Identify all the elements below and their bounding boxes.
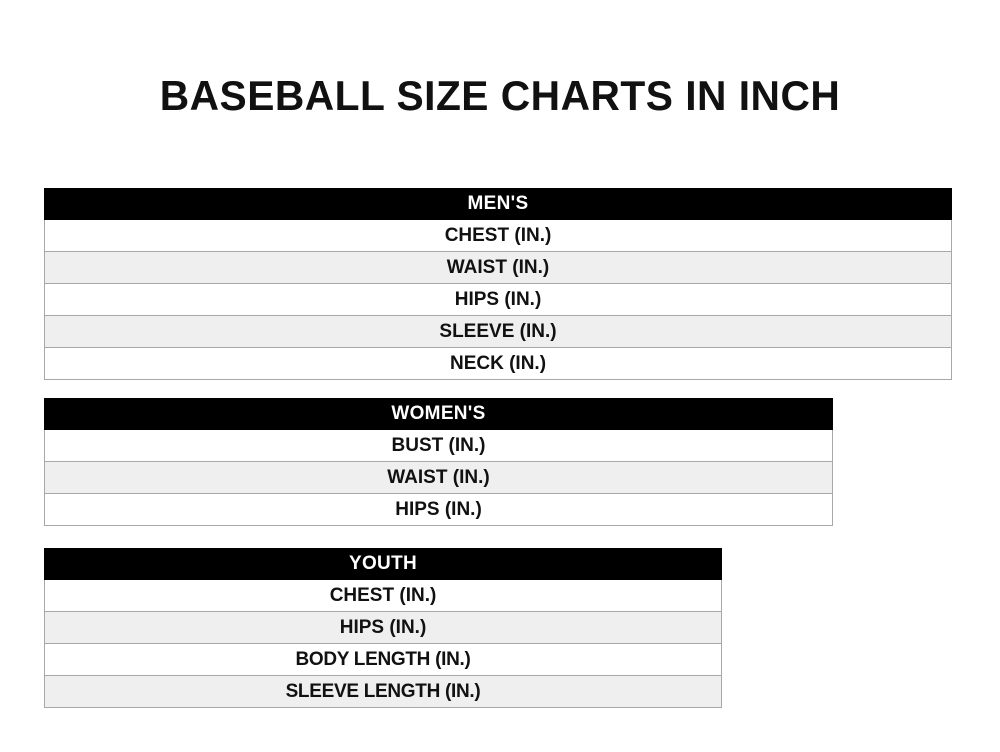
row-label: CHEST (IN.) (44, 219, 952, 252)
table-row: HIPS (IN.)37.5 - 38.539.5 - 40.542 - 434… (44, 493, 833, 526)
youth-table-body: CHEST (IN.)1617.51920.5HIPS (IN.)1617.51… (44, 579, 722, 708)
table-row: HIPS (IN.)34 - 3638 - 4042 - 4446 - 4850… (44, 283, 952, 316)
table-row: HIPS (IN.)1617.51920.5 (44, 611, 722, 644)
mens-size-table: MEN'SSMLXL2XL3XL CHEST (IN.)34 - 3638 - … (44, 188, 952, 380)
row-label: HIPS (IN.) (44, 283, 952, 316)
row-label: WAIST (IN.) (44, 251, 952, 284)
table-row: WAIST (IN.)27.5 - 28.529.5 - 30.532 - 33… (44, 461, 833, 494)
row-label: NECK (IN.) (44, 347, 952, 380)
row-label: CHEST (IN.) (44, 579, 722, 612)
mens-table-head: MEN'SSMLXL2XL3XL (44, 188, 952, 220)
table-row: BODY LENGTH (IN.)22.752527.2529.5 (44, 643, 722, 676)
page-title: BASEBALL SIZE CHARTS IN INCH (159, 72, 841, 119)
table-row: NECK (IN.)14 - 14.515 - 15.516 - 16.517 … (44, 347, 952, 380)
mens-header-row: MEN'SSMLXL2XL3XL (44, 188, 952, 220)
womens-table-body: BUST (IN.)34.5 - 35.536.5 - 37.539 - 404… (44, 429, 833, 526)
table-row: BUST (IN.)34.5 - 35.536.5 - 37.539 - 404… (44, 429, 833, 462)
womens-size-table: WOMEN'SSMLXL2XL BUST (IN.)34.5 - 35.536.… (44, 398, 833, 526)
row-label: SLEEVE (IN.) (44, 315, 952, 348)
table-row: CHEST (IN.)1617.51920.5 (44, 579, 722, 612)
table-row: SLEEVE LENGTH (IN.)6.256.56.757 (44, 675, 722, 708)
row-label: BODY LENGTH (IN.) (44, 643, 722, 676)
row-label: BUST (IN.) (44, 429, 833, 462)
row-label: HIPS (IN.) (44, 493, 833, 526)
table-row: WAIST (IN.)28 - 3032 - 3436 - 3840 - 424… (44, 251, 952, 284)
womens-table-head: WOMEN'SSMLXL2XL (44, 398, 833, 430)
youth-size-table: YOUTHSMLXL CHEST (IN.)1617.51920.5HIPS (… (44, 548, 722, 708)
youth-header-row: YOUTHSMLXL (44, 548, 722, 580)
youth-table-head: YOUTHSMLXL (44, 548, 722, 580)
row-label: HIPS (IN.) (44, 611, 722, 644)
table-row: CHEST (IN.)34 - 3638 - 4042 - 4446 - 485… (44, 219, 952, 252)
mens-table-body: CHEST (IN.)34 - 3638 - 4042 - 4446 - 485… (44, 219, 952, 380)
row-label: WAIST (IN.) (44, 461, 833, 494)
youth-corner-label: YOUTH (44, 548, 722, 580)
womens-corner-label: WOMEN'S (44, 398, 833, 430)
row-label: SLEEVE LENGTH (IN.) (44, 675, 722, 708)
table-row: SLEEVE (IN.)32 - 3333 - 3434 - 3535 - 36… (44, 315, 952, 348)
mens-corner-label: MEN'S (44, 188, 952, 220)
womens-header-row: WOMEN'SSMLXL2XL (44, 398, 833, 430)
